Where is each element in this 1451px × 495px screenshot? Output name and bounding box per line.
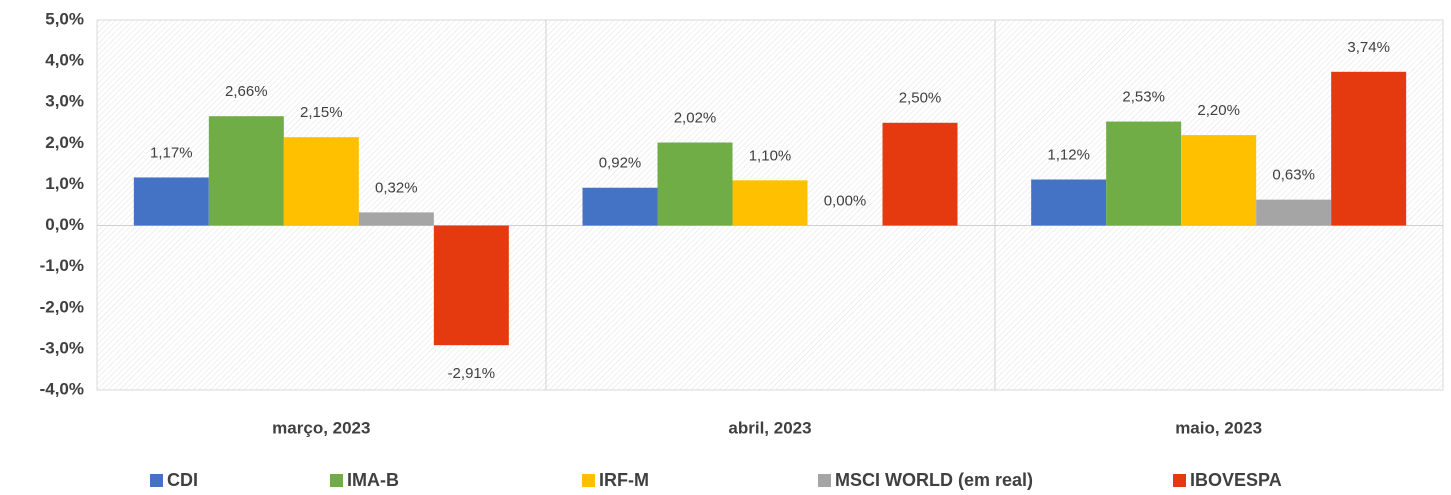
value-label: 0,63% bbox=[1272, 167, 1315, 184]
bar bbox=[208, 116, 284, 226]
value-label: 0,00% bbox=[824, 193, 867, 210]
value-label: 1,10% bbox=[749, 147, 792, 164]
legend-label: IBOVESPA bbox=[1190, 470, 1282, 490]
bar bbox=[283, 137, 359, 226]
y-tick-label: -3,0% bbox=[40, 338, 84, 357]
value-label: 1,17% bbox=[150, 144, 193, 161]
value-label: 1,12% bbox=[1047, 146, 1090, 163]
bar bbox=[732, 180, 808, 226]
value-label: 2,50% bbox=[899, 90, 942, 107]
legend-swatch bbox=[150, 474, 163, 487]
bar bbox=[1181, 135, 1257, 226]
y-tick-label: 4,0% bbox=[45, 51, 84, 70]
bar bbox=[433, 225, 509, 346]
value-label: 2,20% bbox=[1197, 102, 1240, 119]
bar bbox=[133, 177, 209, 226]
bar bbox=[1106, 121, 1182, 226]
legend-swatch bbox=[582, 474, 595, 487]
bar bbox=[582, 187, 658, 226]
value-label: 2,53% bbox=[1122, 89, 1165, 106]
value-label: 0,32% bbox=[375, 179, 418, 196]
y-tick-label: 2,0% bbox=[45, 133, 84, 152]
value-label: 2,15% bbox=[300, 104, 343, 121]
y-tick-label: 0,0% bbox=[45, 215, 84, 234]
x-tick-label: março, 2023 bbox=[272, 418, 370, 437]
y-tick-label: -1,0% bbox=[40, 256, 84, 275]
value-label: 0,92% bbox=[599, 155, 642, 172]
legend-swatch bbox=[330, 474, 343, 487]
bar bbox=[1256, 199, 1332, 226]
legend-swatch bbox=[818, 474, 831, 487]
bar bbox=[882, 122, 958, 226]
bar bbox=[358, 212, 434, 226]
y-tick-label: -2,0% bbox=[40, 297, 84, 316]
x-tick-label: abril, 2023 bbox=[728, 418, 811, 437]
bar bbox=[657, 142, 733, 226]
value-label: 2,02% bbox=[674, 109, 717, 126]
legend-swatch bbox=[1173, 474, 1186, 487]
legend-label: CDI bbox=[167, 470, 198, 490]
legend-label: IMA-B bbox=[347, 470, 399, 490]
y-tick-label: 5,0% bbox=[45, 9, 84, 28]
bar bbox=[1331, 71, 1407, 226]
x-tick-label: maio, 2023 bbox=[1175, 418, 1262, 437]
y-tick-label: 3,0% bbox=[45, 92, 84, 111]
y-tick-label: 1,0% bbox=[45, 174, 84, 193]
value-label: 3,74% bbox=[1347, 39, 1390, 56]
value-label: -2,91% bbox=[448, 365, 496, 382]
y-tick-label: -4,0% bbox=[40, 379, 84, 398]
legend-label: IRF-M bbox=[599, 470, 649, 490]
legend-label: MSCI WORLD (em real) bbox=[835, 470, 1033, 490]
value-label: 2,66% bbox=[225, 83, 268, 100]
bar bbox=[1031, 179, 1107, 226]
